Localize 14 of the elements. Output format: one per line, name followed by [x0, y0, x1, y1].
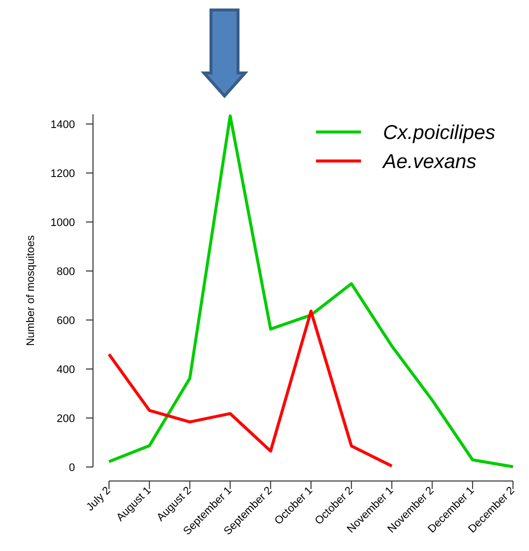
y-tick-label: 800 [56, 266, 75, 278]
y-tick-label: 600 [56, 314, 75, 327]
legend-label: Cx.poicilipes [383, 122, 496, 144]
legend-label: Ae.vexans [382, 151, 476, 173]
y-tick-label: 1400 [50, 118, 75, 131]
y-axis-title: Number of mosquitoes [25, 234, 37, 346]
x-tick-label: July 2 [84, 484, 114, 514]
line-series [108, 114, 514, 468]
y-tick-label: 1200 [50, 168, 75, 180]
y-tick-label: 0 [68, 462, 75, 474]
y-tick-label: 400 [56, 364, 75, 376]
y-tick-label: 1000 [50, 216, 75, 229]
line-series [108, 310, 394, 468]
y-tick-label: 200 [56, 412, 75, 425]
